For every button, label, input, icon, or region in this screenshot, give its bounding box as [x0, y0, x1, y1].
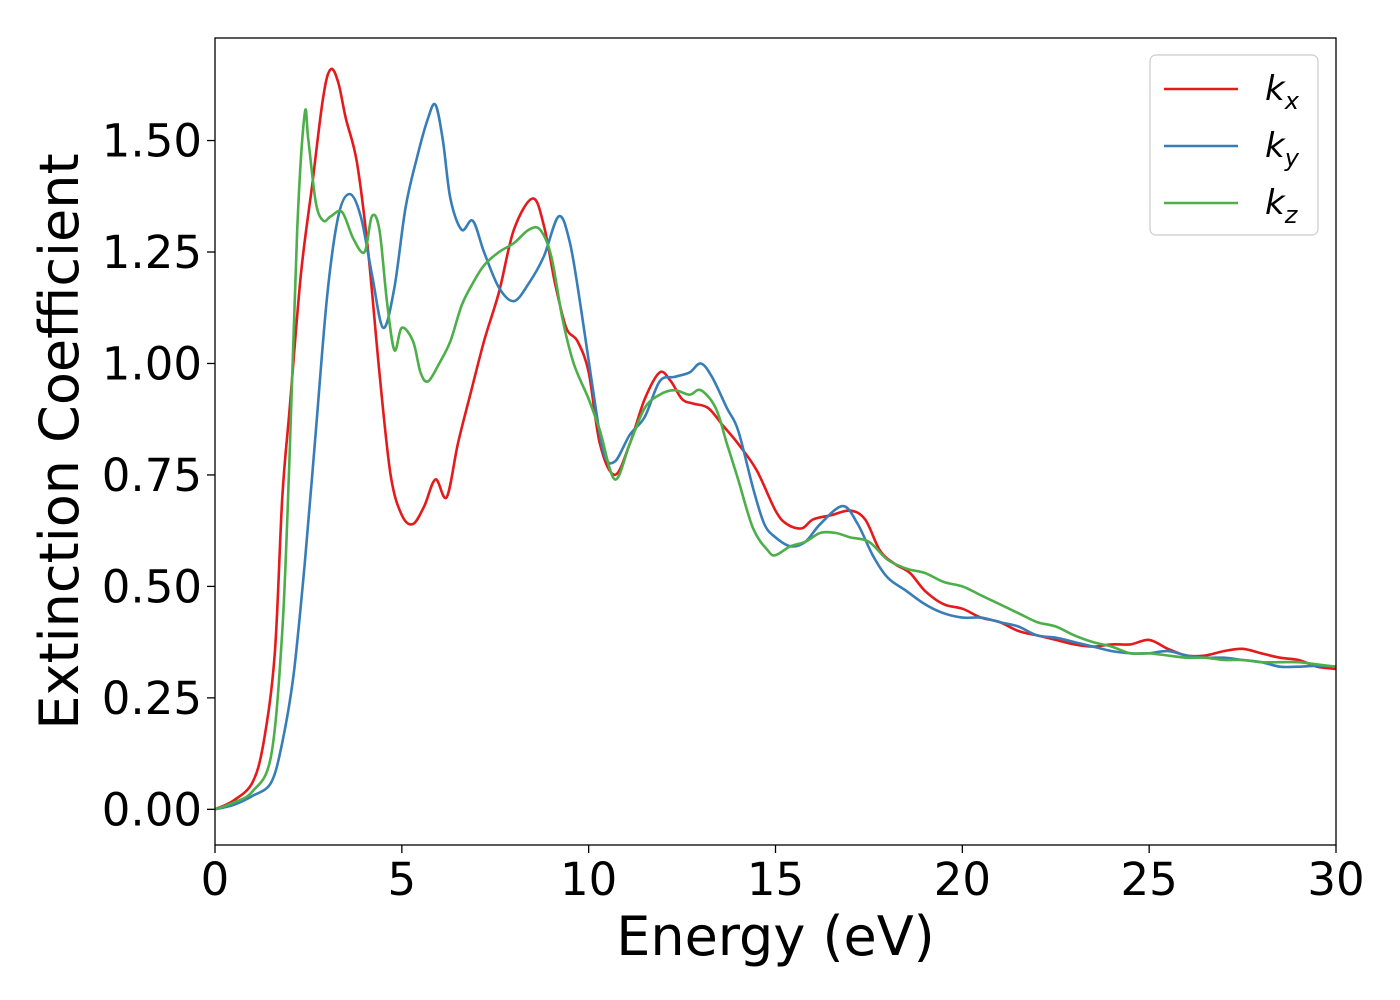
- y-tick-label: 0.50: [102, 560, 202, 613]
- y-tick-label: 0.75: [102, 449, 202, 502]
- y-tick-label: 0.25: [102, 672, 202, 725]
- x-tick-label: 30: [1307, 853, 1364, 906]
- y-tick-label: 0.00: [102, 783, 202, 836]
- x-tick-label: 25: [1121, 853, 1178, 906]
- series-line-y: [215, 102, 1336, 811]
- x-axis: 0 5 10 15 20 25 30: [201, 845, 1365, 906]
- x-tick-label: 15: [747, 853, 804, 906]
- series-line-z: [215, 108, 1336, 811]
- legend-label-base: k: [1265, 69, 1286, 109]
- x-axis-label: Energy (eV): [616, 905, 935, 968]
- y-axis-label: Extinction Coefficient: [28, 153, 91, 729]
- y-axis: 0.00 0.25 0.50 0.75 1.00 1.25 1.50: [102, 115, 215, 836]
- legend-label-z: kz: [1265, 183, 1299, 229]
- y-tick-label: 1.25: [102, 226, 202, 279]
- y-tick-label: 1.00: [102, 337, 202, 390]
- legend-label-subscript: x: [1284, 87, 1300, 115]
- y-tick-label: 1.50: [102, 115, 202, 168]
- legend-label-x: kx: [1265, 69, 1300, 115]
- x-tick-label: 20: [934, 853, 991, 906]
- legend-label-y: ky: [1265, 126, 1300, 172]
- x-tick-label: 10: [560, 853, 617, 906]
- series-layer: [215, 67, 1336, 811]
- legend-label-base: k: [1265, 183, 1286, 223]
- legend-label-base: k: [1265, 126, 1286, 166]
- x-tick-label: 0: [201, 853, 230, 906]
- x-tick-label: 5: [388, 853, 417, 906]
- legend-label-subscript: y: [1284, 144, 1300, 172]
- legend-label-subscript: z: [1284, 201, 1299, 229]
